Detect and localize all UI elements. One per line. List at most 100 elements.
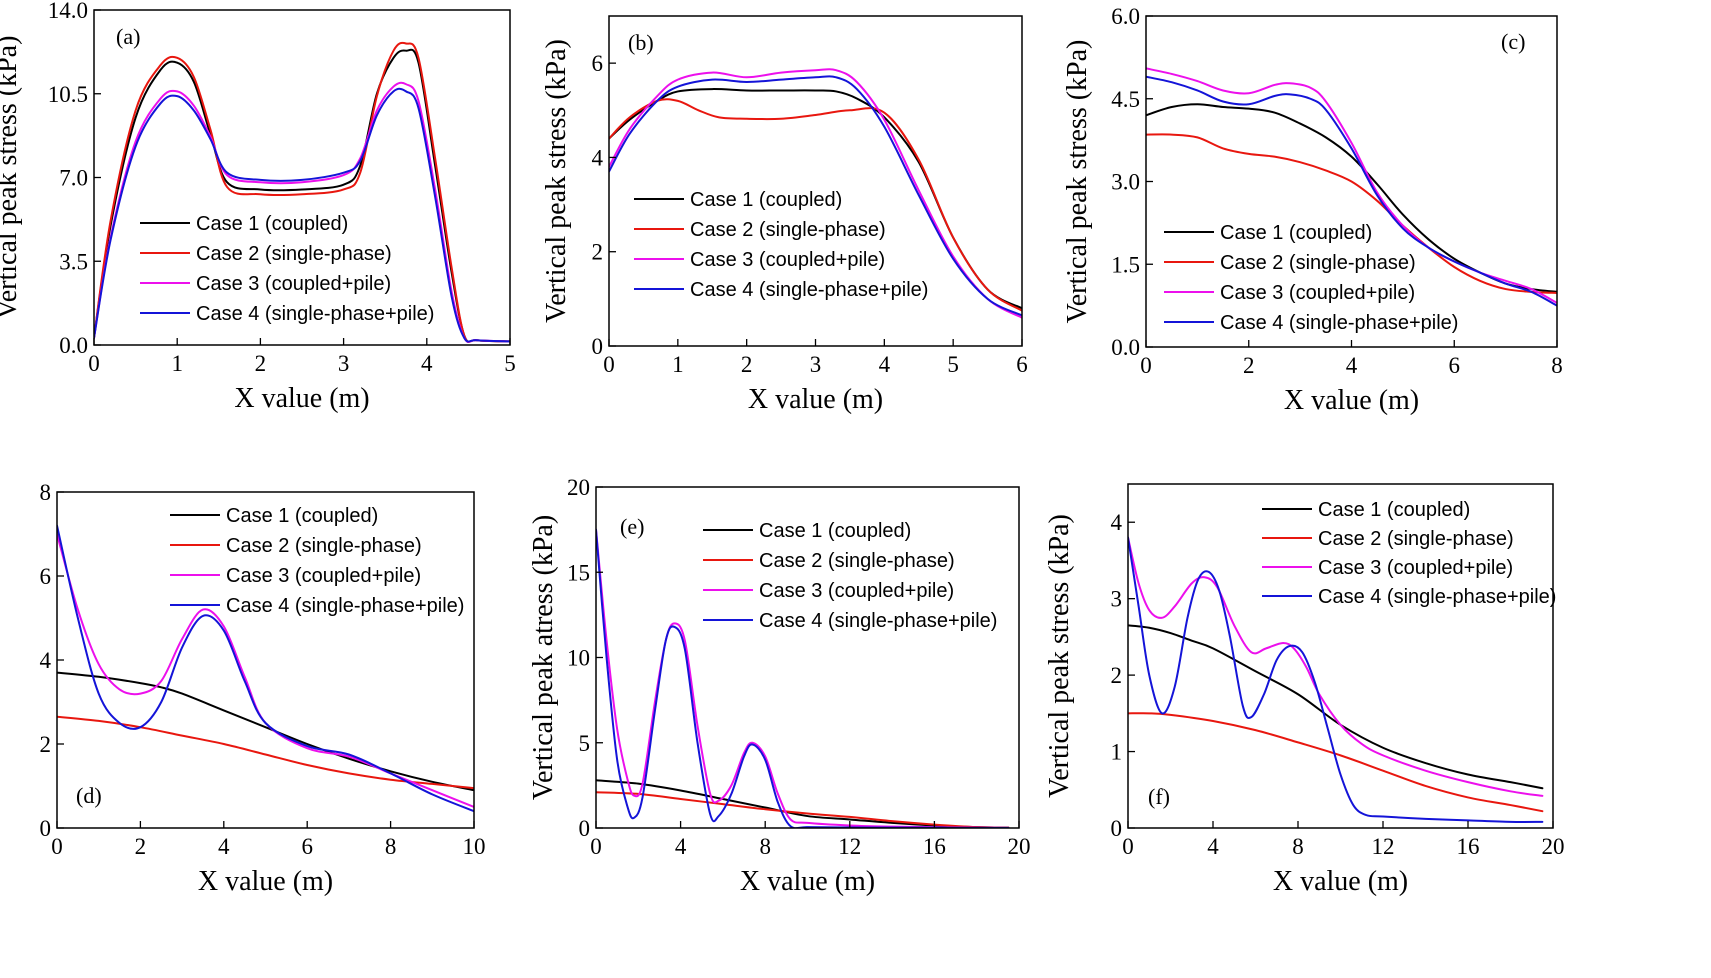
panel-tag: (c) bbox=[1501, 29, 1525, 54]
series-group bbox=[94, 41, 510, 343]
y-tick-label: 6 bbox=[40, 564, 52, 589]
legend: Case 1 (coupled) Case 2 (single-phase) Cas… bbox=[634, 189, 928, 301]
x-tick-label: 6 bbox=[301, 834, 313, 859]
x-tick-label: 0 bbox=[51, 834, 63, 859]
legend-label-4: Case 4 (single-phase+pile) bbox=[226, 595, 464, 617]
series-group bbox=[596, 528, 1010, 828]
series-line-4 bbox=[1128, 536, 1544, 823]
y-tick-label: 15 bbox=[567, 560, 590, 585]
legend: Case 1 (coupled) Case 2 (single-phase) Cas… bbox=[1164, 222, 1458, 334]
legend: Case 1 (coupled) Case 2 (single-phase) Cas… bbox=[703, 520, 997, 632]
legend-label-4: Case 4 (single-phase+pile) bbox=[690, 279, 928, 301]
x-tick-label: 2 bbox=[741, 352, 753, 377]
series-line-1 bbox=[57, 671, 474, 792]
y-tick-label: 0.0 bbox=[1111, 335, 1140, 360]
legend-label-4: Case 4 (single-phase+pile) bbox=[1220, 312, 1458, 334]
legend-label-3: Case 3 (coupled+pile) bbox=[759, 580, 954, 602]
y-tick-label: 1 bbox=[1111, 740, 1123, 765]
y-tick-label: 3 bbox=[1111, 587, 1123, 612]
x-tick-label: 12 bbox=[1372, 834, 1395, 859]
legend-label-4: Case 4 (single-phase+pile) bbox=[196, 303, 434, 325]
series-line-2 bbox=[596, 791, 1010, 828]
series-line-4 bbox=[609, 75, 1022, 317]
y-tick-label: 1.5 bbox=[1111, 252, 1140, 277]
series-line-4 bbox=[1146, 75, 1557, 307]
legend-label-4: Case 4 (single-phase+pile) bbox=[759, 610, 997, 632]
legend-label-2: Case 2 (single-phase) bbox=[690, 219, 886, 241]
legend-label-1: Case 1 (coupled) bbox=[196, 213, 348, 235]
x-tick-label: 4 bbox=[218, 834, 230, 859]
x-tick-label: 20 bbox=[1008, 834, 1031, 859]
legend-label-2: Case 2 (single-phase) bbox=[226, 535, 422, 557]
legend-label-1: Case 1 (coupled) bbox=[1318, 499, 1470, 521]
y-axis-title: Vertical peak stress (kPa) bbox=[1044, 514, 1075, 798]
series-group bbox=[1146, 67, 1557, 307]
y-tick-label: 20 bbox=[567, 475, 590, 500]
x-tick-label: 20 bbox=[1542, 834, 1565, 859]
y-tick-label: 4 bbox=[40, 648, 52, 673]
y-tick-label: 4 bbox=[1111, 510, 1123, 535]
x-axis-title: X value (m) bbox=[1284, 385, 1419, 416]
x-tick-label: 1 bbox=[171, 351, 183, 376]
y-axis-title: Vertical peak atress (kPa) bbox=[528, 515, 559, 800]
legend-label-2: Case 2 (single-phase) bbox=[759, 550, 955, 572]
x-tick-label: 0 bbox=[1122, 834, 1134, 859]
y-tick-label: 0 bbox=[592, 334, 604, 359]
y-tick-label: 2 bbox=[592, 240, 604, 265]
y-tick-label: 6.0 bbox=[1111, 4, 1140, 29]
x-axis-title: X value (m) bbox=[748, 384, 883, 415]
x-tick-label: 16 bbox=[923, 834, 946, 859]
x-tick-label: 6 bbox=[1016, 352, 1028, 377]
y-tick-label: 10.5 bbox=[48, 82, 88, 107]
x-tick-label: 0 bbox=[590, 834, 602, 859]
y-tick-label: 8 bbox=[40, 480, 52, 505]
y-axis-title: Vertical peak stress (kPa) bbox=[1062, 40, 1093, 324]
legend-label-4: Case 4 (single-phase+pile) bbox=[1318, 586, 1556, 608]
x-tick-label: 0 bbox=[1140, 353, 1152, 378]
x-tick-label: 3 bbox=[338, 351, 350, 376]
series-group bbox=[1128, 536, 1544, 823]
x-tick-label: 12 bbox=[838, 834, 861, 859]
x-tick-label: 6 bbox=[1449, 353, 1461, 378]
x-tick-label: 2 bbox=[1243, 353, 1255, 378]
series-group bbox=[57, 524, 474, 813]
y-tick-label: 0.0 bbox=[59, 333, 88, 358]
x-tick-label: 3 bbox=[810, 352, 822, 377]
legend-label-2: Case 2 (single-phase) bbox=[1220, 252, 1416, 274]
legend-label-1: Case 1 (coupled) bbox=[690, 189, 842, 211]
series-line-2 bbox=[94, 41, 510, 343]
x-axis-title: X value (m) bbox=[740, 866, 875, 897]
y-tick-label: 4.5 bbox=[1111, 87, 1140, 112]
y-tick-label: 14.0 bbox=[48, 0, 88, 23]
legend-label-1: Case 1 (coupled) bbox=[1220, 222, 1372, 244]
y-tick-label: 5 bbox=[579, 731, 591, 756]
legend-label-3: Case 3 (coupled+pile) bbox=[196, 273, 391, 295]
y-tick-label: 6 bbox=[592, 51, 604, 76]
x-tick-label: 4 bbox=[675, 834, 687, 859]
y-tick-label: 0 bbox=[40, 816, 52, 841]
panel-a: 0 1 2 3 4 5 0.0 3.5 7.0 10.5 14.0 X value (m) Vertic… bbox=[0, 0, 516, 414]
series-line-3 bbox=[1128, 536, 1544, 797]
y-tick-label: 0 bbox=[579, 816, 591, 841]
panel-tag: (f) bbox=[1148, 784, 1170, 809]
panel-e: 0 4 8 12 16 20 0 5 10 15 20 X value (m) Vertical pea… bbox=[528, 475, 1031, 897]
x-tick-label: 8 bbox=[1292, 834, 1304, 859]
series-line-2 bbox=[609, 98, 1022, 312]
x-tick-label: 4 bbox=[1207, 834, 1219, 859]
x-tick-label: 5 bbox=[504, 351, 516, 376]
legend-label-3: Case 3 (coupled+pile) bbox=[1220, 282, 1415, 304]
panel-tag: (d) bbox=[76, 783, 102, 808]
y-tick-label: 3.0 bbox=[1111, 170, 1140, 195]
series-line-2 bbox=[1146, 133, 1557, 294]
panel-b: 0 1 2 3 4 5 6 0 2 4 6 X value (m) Vertical peak stre… bbox=[541, 15, 1028, 415]
series-line-1 bbox=[94, 48, 510, 343]
y-tick-label: 0 bbox=[1111, 816, 1123, 841]
legend-label-3: Case 3 (coupled+pile) bbox=[1318, 557, 1513, 579]
series-line-1 bbox=[1128, 624, 1544, 790]
legend: Case 1 (coupled) Case 2 (single-phase) Cas… bbox=[1262, 499, 1556, 608]
x-tick-label: 8 bbox=[1551, 353, 1563, 378]
x-axis-title: X value (m) bbox=[1273, 866, 1408, 897]
x-tick-label: 2 bbox=[255, 351, 267, 376]
